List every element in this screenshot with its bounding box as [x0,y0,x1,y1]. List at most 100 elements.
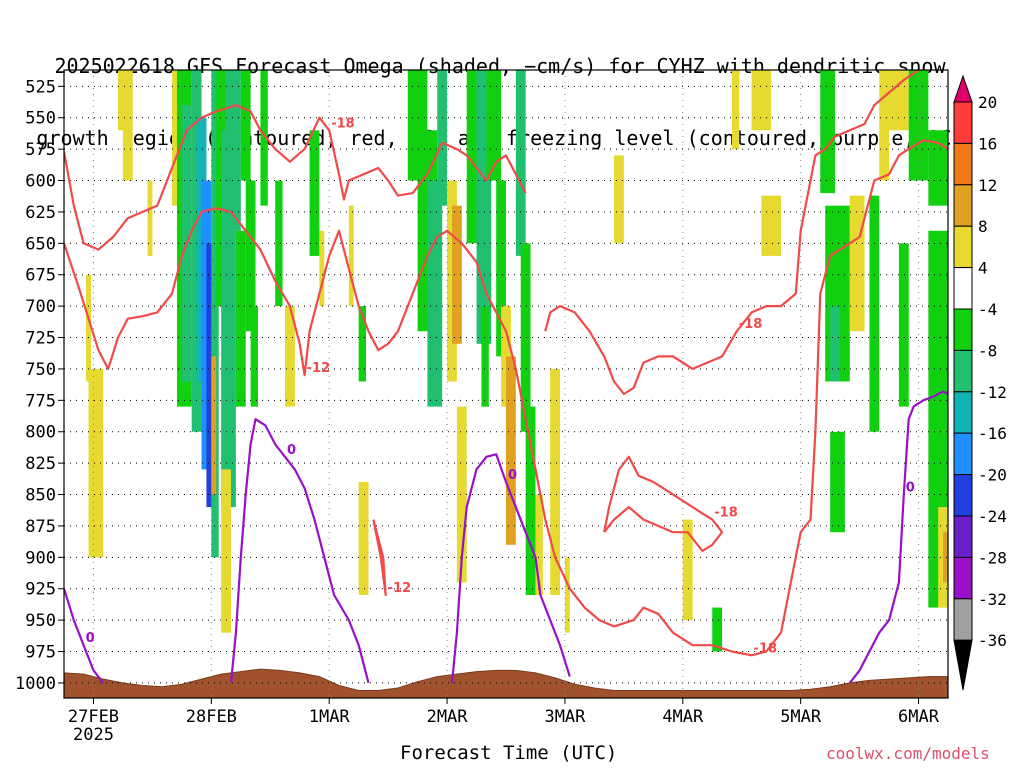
colorbar-segment [953,142,973,186]
omega-cell [427,180,443,407]
omega-cell [515,70,526,256]
omega-cell [466,70,477,244]
plot-frame [63,69,949,699]
colorbar-segment [953,349,973,393]
colorbar-segment [953,225,973,269]
colorbar-label: 16 [978,134,997,153]
omega-cell [245,180,256,332]
omega-cell [849,195,865,332]
omega-cell [211,356,217,495]
dendritic-contour-line [64,104,527,251]
omega-cell [496,180,506,357]
y-tick-label: 625 [25,203,56,223]
y-tick-label: 950 [25,611,56,631]
omega-cell [614,155,624,244]
y-tick-label: 875 [25,517,56,537]
omega-cell [358,481,369,596]
y-tick-label: 975 [25,643,56,663]
y-tick-label: 850 [25,486,56,506]
omega-cell [118,70,126,131]
omega-cell [506,356,516,545]
omega-cell [437,70,448,206]
colorbar-segment [953,267,973,310]
omega-cell [525,406,536,596]
colorbar-bottom-arrow [953,639,973,691]
y-axis: 525 550 575 600 625 650 675 700 725 750 775 800 825 8… [15,77,64,694]
x-tick-label: 28FEB [186,707,237,727]
omega-cell [564,557,570,633]
omega-cell [285,306,295,407]
omega-cell [820,70,836,194]
omega-cell [879,70,890,181]
freezing-level-contour-label: 0 [86,631,95,646]
contour-labels: -18 -12 -18 -18 -18 -12 0 0 0 0 [86,116,915,656]
dendritic-contour-line [372,519,387,597]
colorbar-top-arrow [953,74,973,103]
omega-cell [275,180,283,307]
omega-cell [830,431,845,533]
omega-cell [712,607,723,652]
omega-cell [319,230,325,307]
omega-cell [226,70,241,231]
y-tick-label: 725 [25,329,56,349]
colorbar-segment [953,474,973,517]
dendritic-contour-label: -12 [307,361,331,376]
omega-cell [481,306,489,407]
colorbar-segment [953,598,973,641]
dendritic-contour-label: -18 [331,116,355,131]
dendritic-contour-label: -12 [388,581,412,596]
y-tick-label: 800 [25,423,56,443]
y-tick-label: 675 [25,266,56,286]
y-tick-label: 750 [25,360,56,380]
omega-cell [830,306,840,382]
y-tick-label: 550 [25,109,56,129]
omega-cell [358,306,367,382]
dendritic-contour-line [64,207,498,377]
omega-cell [348,205,354,307]
x-tick-label: 5MAR [780,707,822,727]
omega-cell [456,406,467,583]
terrain-area [64,668,948,698]
freezing-level-contour-line [450,453,571,684]
omega-cell [889,70,909,131]
omega-cell [731,70,740,150]
colorbar-segment [953,184,973,227]
x-tick-sublabel: 2025 [73,725,114,745]
colorbar-label: -24 [978,507,1007,526]
omega-cell [451,205,462,344]
y-tick-label: 575 [25,140,56,160]
omega-cell [908,70,929,181]
dendritic-contour-label: -18 [739,317,763,332]
omega-cell [172,70,180,206]
y-tick-label: 525 [25,77,56,97]
colorbar-label: -28 [978,548,1007,567]
colorbar-label: -12 [978,383,1007,402]
omega-cell [761,195,782,256]
colorbar-segment [953,515,973,558]
y-tick-label: 775 [25,391,56,411]
colorbar-label: -36 [978,631,1007,650]
y-tick-label: 650 [25,234,56,254]
omega-cell [86,274,92,382]
dendritic-contour-line [544,70,920,396]
contour-lines [64,70,948,684]
colorbar-label: -32 [978,590,1007,609]
omega-cell [250,306,258,407]
freezing-level-contour-label: 0 [906,481,915,496]
omega-cell [501,306,511,407]
freezing-level-contour-label: 0 [508,468,517,483]
omega-cell [122,70,133,181]
y-tick-label: 925 [25,580,56,600]
freezing-level-contour-line [229,418,370,684]
y-tick-label: 825 [25,454,56,474]
colorbar-segment [953,101,973,144]
x-tick-label: 1MAR [309,707,351,727]
dendritic-contour-line [603,455,724,553]
x-tick-label: 27FEB [68,707,119,727]
omega-cell [147,180,153,256]
freezing-level-contour-line [64,588,105,684]
omega-cell [550,368,561,596]
omega-cell [240,70,251,181]
